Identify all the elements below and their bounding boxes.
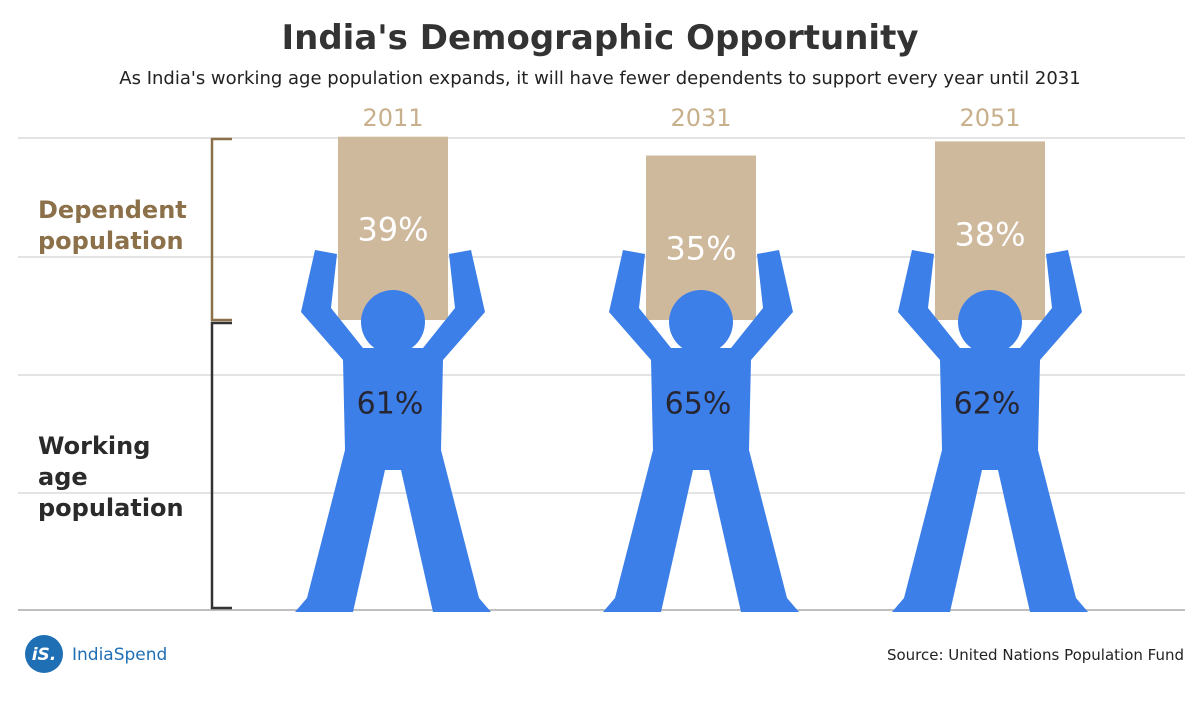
logo-text: iS. (32, 645, 57, 665)
dependent-value: 35% (665, 230, 736, 268)
working-value: 62% (954, 387, 1021, 422)
figure-body (603, 250, 799, 612)
dependent-value: 38% (954, 215, 1025, 253)
dependent-box (338, 136, 448, 320)
dependent-value: 39% (357, 211, 428, 249)
dependent-bracket (210, 137, 232, 322)
figure-head (361, 290, 425, 354)
figure-body (892, 250, 1088, 612)
source-note: Source: United Nations Population Fund (886, 646, 1184, 664)
working-figure (892, 250, 1088, 612)
working-bracket (210, 321, 232, 610)
chart-subtitle: As India's working age population expand… (119, 68, 1081, 89)
legend-label: Dependent population (38, 196, 187, 255)
year-label: 2051 (959, 104, 1020, 132)
figure-body (295, 250, 491, 612)
working-figure (295, 250, 491, 612)
chart-title: India's Demographic Opportunity (281, 18, 919, 58)
working-value: 61% (357, 387, 424, 422)
working-figure (603, 250, 799, 612)
year-label: 2011 (362, 104, 423, 132)
year-label: 2031 (670, 104, 731, 132)
logo-mark (25, 635, 63, 673)
working-value: 65% (665, 387, 732, 422)
legend-label: Working age population (38, 432, 184, 522)
figure-head (669, 290, 733, 354)
brand-name: IndiaSpend (72, 645, 168, 665)
figure-head (958, 290, 1022, 354)
